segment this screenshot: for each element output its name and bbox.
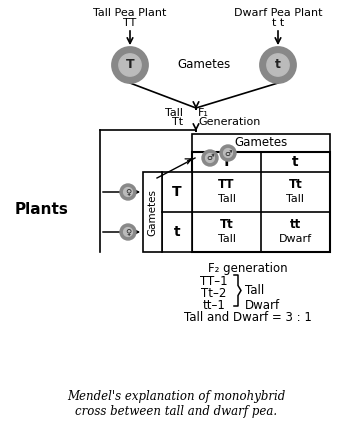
Text: Tall: Tall [218,234,235,244]
Text: Tall: Tall [218,194,235,204]
Bar [192,152,330,252]
Text: Dwarf: Dwarf [279,234,312,244]
Text: tt: tt [290,219,301,232]
Text: Tall and Dwarf = 3 : 1: Tall and Dwarf = 3 : 1 [184,311,312,324]
Text: ♀: ♀ [125,228,131,236]
Text: t: t [292,155,299,169]
Circle shape [267,54,289,76]
Circle shape [119,54,141,76]
Text: Mendel's explanation of monohybrid
cross between tall and dwarf pea.: Mendel's explanation of monohybrid cross… [67,390,285,418]
Circle shape [206,154,214,162]
Text: Gametes: Gametes [147,188,157,235]
Text: Gametes: Gametes [177,58,231,72]
Text: Tall: Tall [245,284,264,297]
Text: Tt: Tt [172,117,183,127]
Circle shape [224,149,232,157]
Text: TT: TT [123,18,137,28]
Text: t t: t t [272,18,284,28]
Text: F₁: F₁ [198,108,209,118]
Text: TT: TT [218,178,235,191]
Text: T: T [172,185,182,199]
Text: F₂ generation: F₂ generation [208,262,288,275]
Text: ♂: ♂ [206,153,214,162]
Text: Tall: Tall [287,194,304,204]
Text: tt–1: tt–1 [202,299,225,312]
Text: t: t [275,58,281,72]
Text: Tt–2: Tt–2 [201,287,227,300]
Text: T: T [126,58,134,72]
Text: Dwarf Pea Plant: Dwarf Pea Plant [234,8,322,18]
Circle shape [112,47,148,83]
Text: Plants: Plants [15,203,69,217]
Circle shape [120,224,136,240]
Circle shape [124,187,132,197]
Text: t: t [174,225,180,239]
Text: Tall Pea Plant: Tall Pea Plant [93,8,167,18]
Text: TT–1: TT–1 [200,275,228,288]
Bar [143,172,162,252]
Text: Tt: Tt [220,219,233,232]
Bar [162,172,192,252]
Circle shape [220,145,236,161]
Text: T: T [222,155,231,169]
Circle shape [120,184,136,200]
Text: Tall: Tall [165,108,183,118]
Text: Tt: Tt [289,178,302,191]
Bar [192,134,330,152]
Circle shape [124,228,132,236]
Text: ♂: ♂ [224,149,232,158]
Text: Dwarf: Dwarf [245,299,280,312]
Text: Generation: Generation [198,117,260,127]
Circle shape [260,47,296,83]
Text: ♀: ♀ [125,187,131,197]
Text: Gametes: Gametes [234,137,288,149]
Circle shape [202,150,218,166]
